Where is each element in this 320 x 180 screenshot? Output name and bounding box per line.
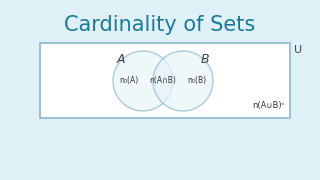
- Circle shape: [153, 51, 213, 111]
- Bar: [40, 43, 290, 118]
- Text: U: U: [294, 45, 302, 55]
- Text: A: A: [117, 53, 125, 66]
- Circle shape: [113, 51, 173, 111]
- Text: n(A∩B): n(A∩B): [149, 76, 176, 86]
- Text: n₀(B): n₀(B): [188, 76, 207, 86]
- Text: n(A∪B)ᶜ: n(A∪B)ᶜ: [252, 101, 285, 110]
- Text: n₀(A): n₀(A): [119, 76, 139, 86]
- Text: B: B: [201, 53, 209, 66]
- Text: Cardinality of Sets: Cardinality of Sets: [64, 15, 256, 35]
